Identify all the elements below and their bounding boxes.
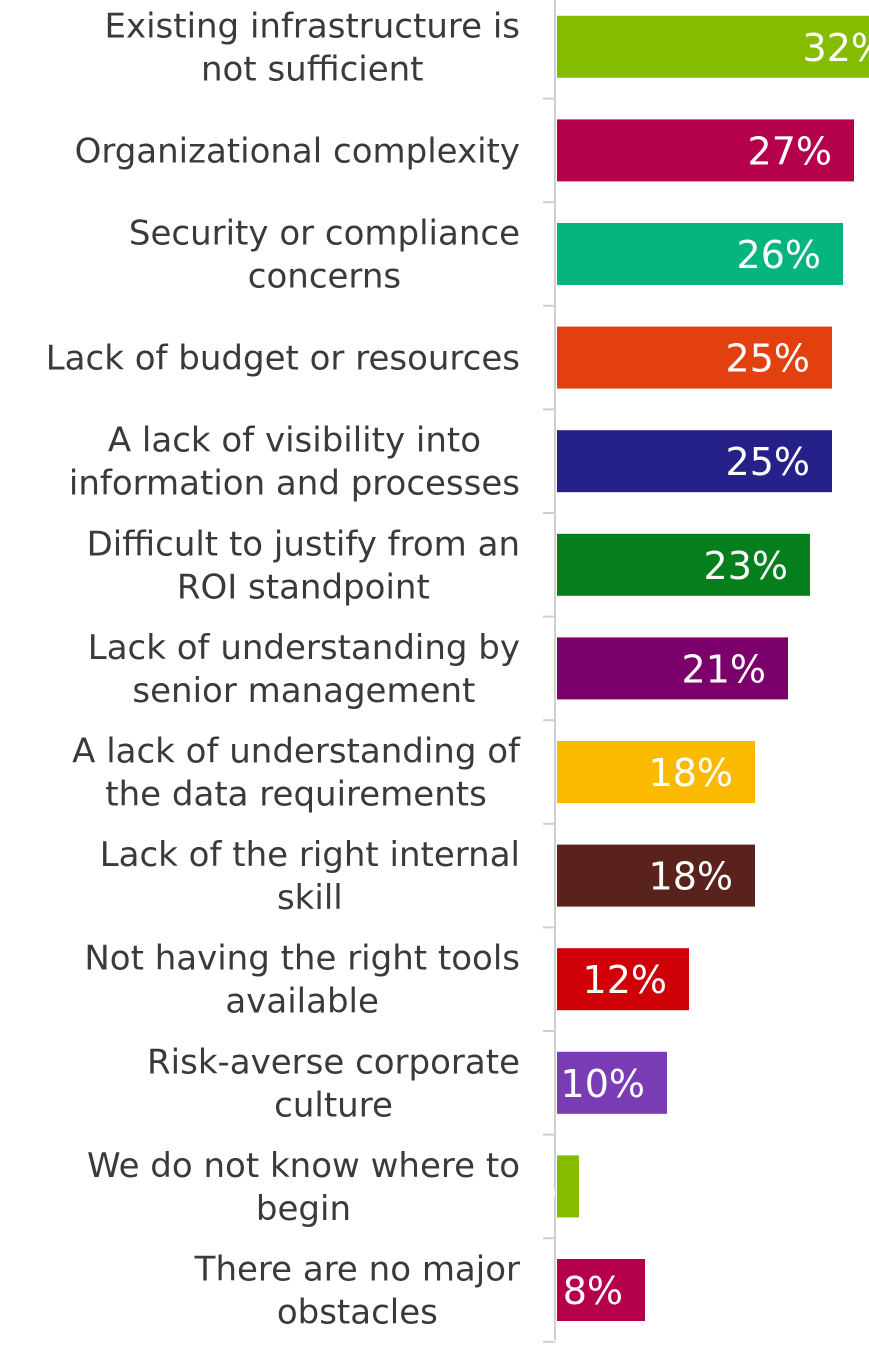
category-label-line: Lack of the right internal: [100, 835, 520, 875]
bar-10: [557, 1051, 667, 1114]
category-label-9: Not having the right tools available: [84, 939, 520, 1022]
bars-layer: [557, 15, 869, 1321]
category-label-line: not sufficient: [201, 49, 424, 89]
category-label-1: Organizational complexity: [75, 131, 520, 171]
category-label-line: available: [225, 982, 378, 1022]
category-label-line: A lack of visibility into: [108, 421, 481, 461]
category-label-line: A lack of understanding of: [72, 732, 521, 772]
category-label-line: culture: [274, 1085, 393, 1125]
category-label-line: Organizational complexity: [75, 131, 520, 171]
category-label-line: Security or compliance: [129, 214, 520, 254]
bar-12: [557, 1259, 645, 1321]
category-label-line: Not having the right tools: [84, 939, 520, 979]
value-label-12: 8%: [563, 1269, 623, 1313]
bar-6: [557, 637, 788, 700]
value-label-7: 18%: [649, 751, 733, 795]
value-label-10: 10%: [561, 1062, 645, 1106]
bar-0: [557, 15, 869, 78]
category-label-line: ROI standpoint: [177, 567, 430, 607]
value-label-11: 2%: [497, 1165, 557, 1209]
category-label-line: information and processes: [69, 464, 520, 504]
category-label-line: begin: [256, 1189, 351, 1229]
bar-5: [557, 533, 810, 596]
bar-3: [557, 326, 832, 389]
value-label-1: 27%: [748, 129, 832, 173]
category-label-4: A lack of visibility into information and…: [69, 421, 520, 504]
category-label-line: obstacles: [277, 1293, 438, 1333]
category-label-line: the data requirements: [105, 775, 487, 815]
category-label-line: There are no major: [194, 1250, 520, 1290]
category-label-6: Lack of understanding by senior managemen…: [88, 628, 520, 711]
bar-11: [557, 1155, 579, 1218]
category-label-line: skill: [277, 878, 343, 918]
category-label-10: Risk-averse corporate culture: [147, 1042, 520, 1125]
category-label-7: A lack of understanding of the data requi…: [72, 732, 521, 815]
value-label-5: 23%: [704, 544, 788, 588]
axis-layer: [543, 0, 556, 1343]
category-label-line: Risk-averse corporate: [147, 1042, 520, 1082]
bar-2: [557, 223, 843, 285]
category-label-0: Existing infrastructure is not sufficient: [104, 6, 520, 89]
bar-9: [557, 948, 689, 1011]
value-label-3: 25%: [726, 337, 810, 381]
category-label-2: Security or compliance concerns: [129, 214, 520, 297]
bar-4: [557, 430, 832, 493]
category-label-line: We do not know where to: [87, 1146, 520, 1186]
value-label-4: 25%: [726, 440, 810, 484]
category-label-line: Difficult to justify from an: [87, 524, 520, 564]
category-label-11: We do not know where to begin: [87, 1146, 520, 1229]
category-label-line: Lack of understanding by: [88, 628, 520, 668]
category-label-3: Lack of budget or resources: [46, 339, 520, 379]
value-label-9: 12%: [583, 958, 667, 1002]
category-label-8: Lack of the right internal skill: [100, 835, 520, 918]
category-label-5: Difficult to justify from an ROI standpoi…: [87, 524, 520, 607]
category-label-line: Lack of budget or resources: [46, 339, 520, 379]
bar-8: [557, 844, 755, 907]
category-label-12: There are no major obstacles: [194, 1250, 520, 1333]
value-label-6: 21%: [682, 647, 766, 691]
category-label-line: concerns: [248, 257, 401, 297]
value-label-8: 18%: [649, 855, 733, 899]
value-label-2: 26%: [737, 233, 821, 277]
bar-7: [557, 741, 755, 803]
value-label-0: 32%: [803, 26, 869, 70]
category-label-line: senior management: [132, 671, 475, 711]
bar-1: [557, 119, 854, 182]
category-label-line: Existing infrastructure is: [104, 6, 520, 46]
